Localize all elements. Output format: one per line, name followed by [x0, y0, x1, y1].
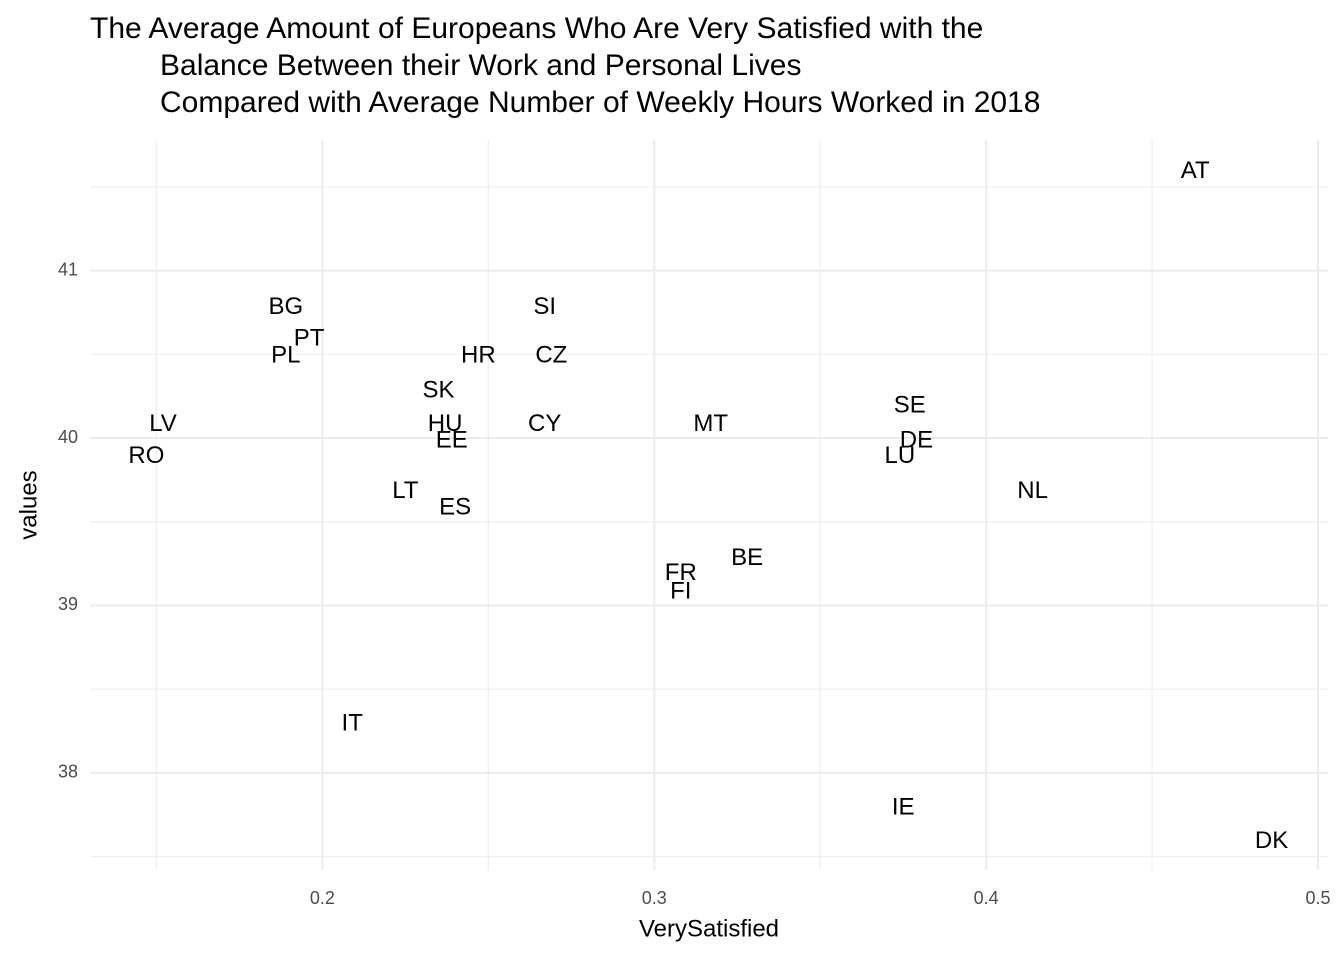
point-label: PL [271, 341, 300, 368]
point-label: NL [1017, 477, 1048, 504]
point-label: LT [392, 477, 419, 504]
point-label: AT [1181, 157, 1210, 184]
x-tick-label: 0.4 [974, 888, 999, 908]
point-label: IT [342, 710, 364, 737]
x-tick-label: 0.3 [642, 888, 667, 908]
y-axis-label: values [15, 470, 42, 539]
point-label: HU [428, 410, 463, 437]
chart-title: Balance Between their Work and Personal … [160, 49, 801, 82]
y-tick-label: 39 [58, 594, 78, 614]
point-label: SI [533, 293, 556, 320]
point-label: EE [436, 427, 468, 454]
y-tick-label: 40 [58, 427, 78, 447]
point-label: SE [894, 392, 926, 419]
y-tick-label: 38 [58, 762, 78, 782]
point-label: CZ [535, 341, 567, 368]
point-label: CY [528, 410, 561, 437]
point-label: BG [268, 293, 303, 320]
x-axis-label: VerySatisfied [639, 915, 779, 942]
point-label: DK [1255, 827, 1288, 854]
x-tick-label: 0.2 [310, 888, 335, 908]
point-label: RO [128, 442, 164, 469]
point-label: ES [439, 494, 471, 521]
point-label: BE [731, 544, 763, 571]
point-label: FR [665, 559, 697, 586]
point-label: IE [892, 793, 915, 820]
point-label: SK [422, 376, 454, 403]
point-label: PT [294, 325, 325, 352]
point-label: LU [885, 442, 916, 469]
x-tick-label: 0.5 [1306, 888, 1331, 908]
point-label: MT [693, 410, 728, 437]
point-label: DE [900, 427, 933, 454]
point-label: LV [149, 410, 177, 437]
point-label: FI [670, 577, 691, 604]
chart-title: Compared with Average Number of Weekly H… [160, 86, 1040, 119]
y-tick-label: 41 [58, 259, 78, 279]
point-label: HR [461, 341, 496, 368]
chart-title: The Average Amount of Europeans Who Are … [90, 12, 983, 45]
